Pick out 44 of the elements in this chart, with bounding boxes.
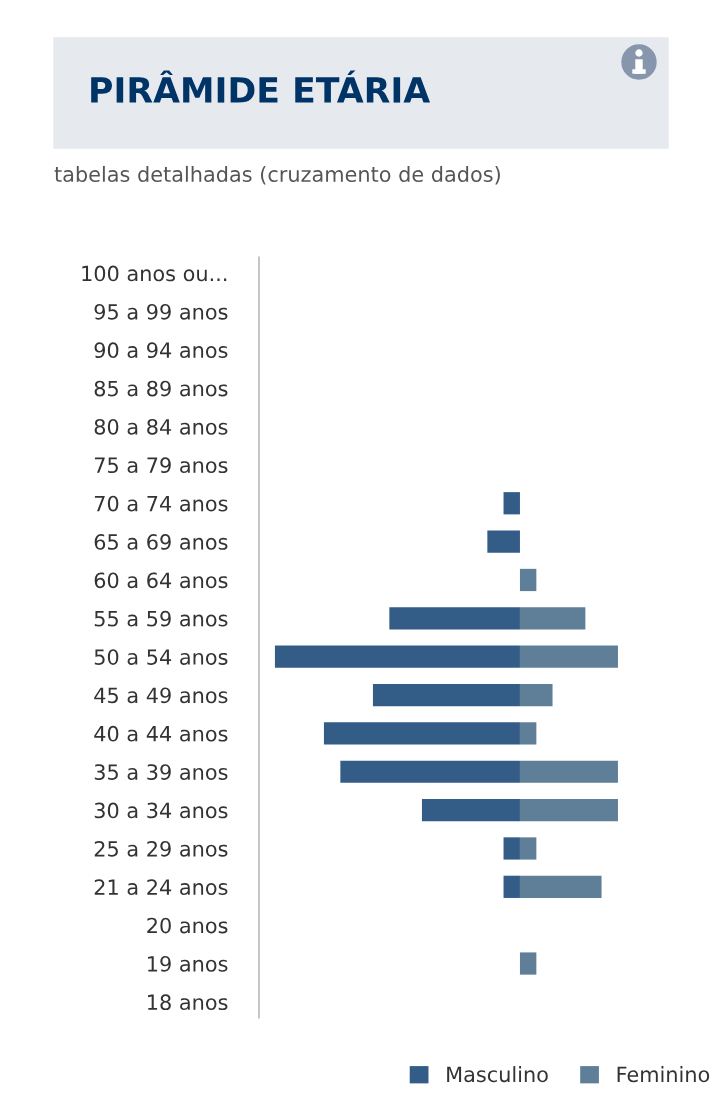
bar: [421, 798, 520, 822]
bar: [519, 837, 537, 860]
y-tick-label: 65 a 69 anos: [94, 534, 228, 550]
y-tick-label: 25 a 29 anos: [94, 840, 228, 857]
bar: [323, 722, 520, 745]
y-tick-label: 100 anos ou...: [82, 265, 227, 282]
legend-label: Masculino: [447, 1066, 548, 1083]
y-tick-label: 45 a 49 anos: [94, 687, 228, 704]
y-tick-label: 50 a 54 anos: [94, 649, 228, 665]
y-tick-label: 75 a 79 anos: [94, 457, 228, 474]
chart-subtitle: tabelas detalhadas (cruzamento de dados): [54, 165, 500, 185]
y-tick-label: 35 a 39 anos: [94, 764, 228, 780]
y-tick-label: 55 a 59 anos: [94, 610, 228, 627]
y-tick-label: 18 anos: [148, 994, 228, 1011]
bar: [519, 607, 586, 630]
bar: [503, 492, 520, 515]
bar: [519, 760, 618, 783]
y-tick-label: 20 anos: [147, 917, 228, 934]
bar: [519, 798, 618, 822]
bar: [372, 683, 520, 707]
y-tick-label: 90 a 94 anos: [94, 342, 228, 359]
bar: [519, 568, 537, 592]
y-tick-label: 70 a 74 anos: [94, 495, 228, 512]
bar: [274, 645, 520, 668]
y-tick-label: 40 a 44 anos: [94, 725, 228, 742]
y-tick-label: 30 a 34 anos: [94, 802, 228, 819]
bar: [519, 645, 618, 668]
y-tick-label: 95 a 99 anos: [94, 303, 228, 320]
bar: [503, 837, 520, 860]
bar: [503, 875, 520, 898]
chart-title: PIRÂMIDE ETÁRIA: [91, 70, 431, 103]
bar: [487, 530, 520, 553]
bar: [519, 722, 537, 745]
y-tick-label: 60 a 64 anos: [94, 572, 228, 589]
bar: [519, 683, 553, 707]
y-tick-label: 80 a 84 anos: [94, 418, 228, 435]
y-tick-label: 21 a 24 anos: [94, 879, 228, 896]
bar: [519, 952, 537, 975]
legend-label: Feminino: [617, 1066, 710, 1083]
y-tick-label: 85 a 89 anos: [94, 380, 228, 397]
bar: [340, 760, 520, 783]
y-tick-label: 19 anos: [148, 955, 228, 972]
bar: [389, 607, 520, 630]
bar: [519, 875, 602, 898]
